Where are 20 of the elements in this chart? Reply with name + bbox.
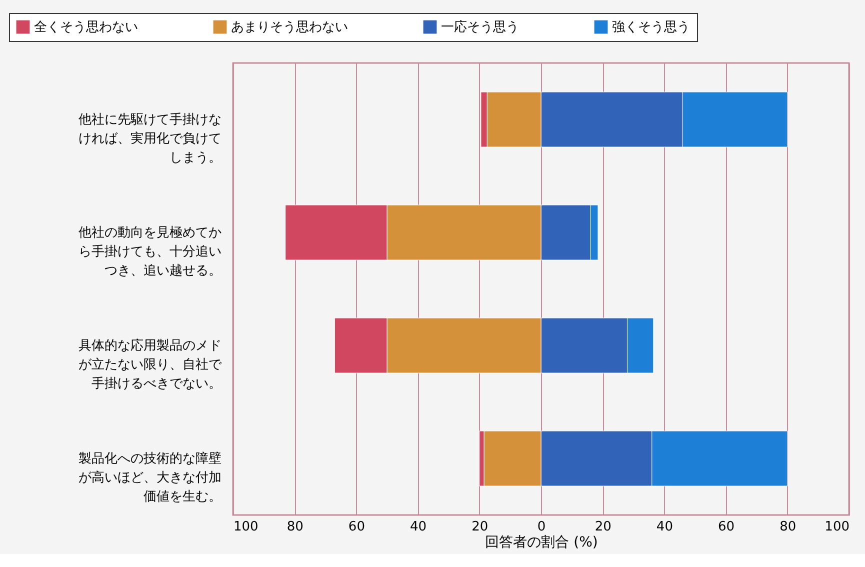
legend-label: 強くそう思う <box>612 20 690 35</box>
x-tick-label: 100 <box>234 520 258 534</box>
x-tick-label: 100 <box>824 520 850 534</box>
x-tick-label: 40 <box>410 520 427 534</box>
x-tick-label: 40 <box>656 520 673 534</box>
legend-label: 一応そう思う <box>441 19 519 35</box>
x-tick-label: 20 <box>594 520 612 534</box>
x-axis-title: 回答者の割合 (%) <box>485 534 598 550</box>
y-tick-label: 製品化への技術的な障壁が高いほど、大きな付加価値を生む。 <box>78 452 222 504</box>
y-tick-label: 他社の動向を見極めてから手掛けても、十分追いつき、追い越せる。 <box>78 226 222 278</box>
legend-label: あまりそう思わない <box>231 20 348 35</box>
y-tick-label: 具体的な応用製品のメドが立たない限り、自社で手掛けるべきでない。 <box>78 338 222 392</box>
legend-label: 全くそう思わない <box>34 20 138 35</box>
x-tick-label: 80 <box>286 520 304 534</box>
x-tick-label: 60 <box>348 520 365 534</box>
x-tick-label: 0 <box>537 520 546 534</box>
x-tick-label: 20 <box>472 520 488 534</box>
x-tick-label: 80 <box>780 520 796 534</box>
y-tick-label: 他社に先駆けて手掛けなければ、実用化で負けてしまう。 <box>78 112 222 166</box>
x-tick-label: 60 <box>718 520 735 534</box>
